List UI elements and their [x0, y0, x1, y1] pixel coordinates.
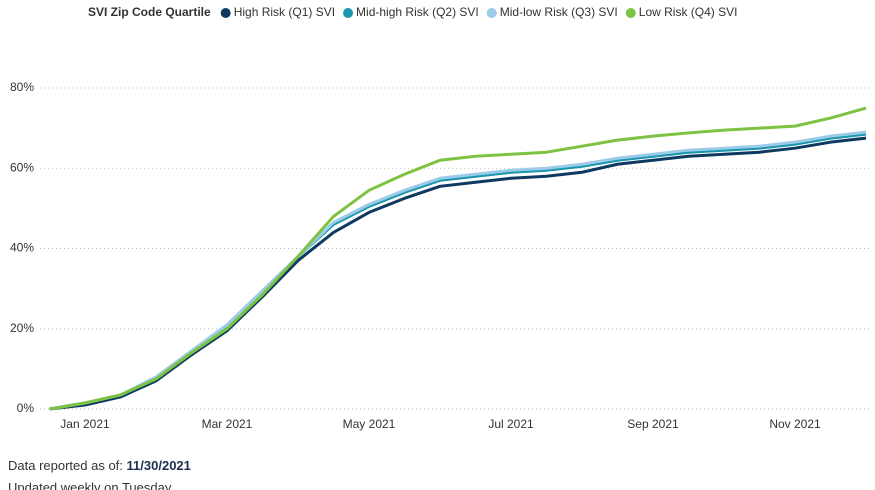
footer-label: Data reported as of: [8, 458, 123, 473]
series-line [49, 136, 867, 411]
x-tick-label: Sep 2021 [627, 417, 679, 431]
x-tick-label: Jan 2021 [60, 417, 110, 431]
legend-label: High Risk (Q1) SVI [234, 5, 335, 19]
legend-label: Mid-low Risk (Q3) SVI [500, 5, 618, 19]
legend-marker [220, 8, 231, 18]
footer-line: Data reported as of: 11/30/2021 [8, 458, 191, 473]
legend-label: Mid-high Risk (Q2) SVI [356, 5, 479, 19]
legend-marker [486, 8, 497, 18]
series-line [49, 106, 867, 411]
legend-marker [625, 8, 636, 18]
chart: 0% 20% 40% 60% 80% Jan 2021 Mar 2021 May 2021 Ju… [10, 5, 872, 431]
x-tick-label: Jul 2021 [488, 417, 534, 431]
legend-marker [343, 8, 354, 18]
y-tick-label: 80% [10, 80, 34, 94]
footer-date: 11/30/2021 [126, 458, 191, 473]
y-tick-label: 60% [10, 160, 34, 174]
footer-note: Updated weekly on Tuesday [8, 480, 172, 490]
x-tick-label: Nov 2021 [769, 417, 821, 431]
x-tick-label: Mar 2021 [202, 417, 253, 431]
x-tick-label: May 2021 [343, 417, 396, 431]
series-line [49, 130, 867, 411]
legend-label: Low Risk (Q4) SVI [639, 5, 738, 19]
y-tick-label: 20% [10, 321, 34, 335]
y-tick-label: 40% [10, 241, 34, 255]
legend-title: SVI Zip Code Quartile [88, 5, 211, 19]
y-tick-label: 0% [17, 401, 35, 415]
